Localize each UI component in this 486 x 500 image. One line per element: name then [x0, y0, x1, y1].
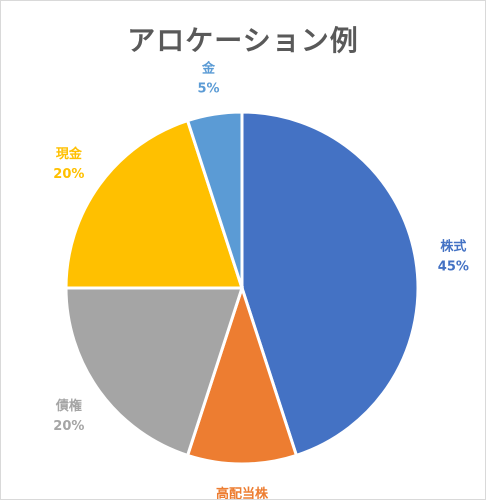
- slice-category-label: 株式: [440, 239, 466, 255]
- slice-label-1: 高配当株10%: [216, 486, 269, 499]
- slice-category-label: 高配当株: [216, 486, 269, 499]
- pie-slice-4: [185, 110, 244, 289]
- pie-slice-2: [64, 286, 245, 458]
- pie-slice-0: [240, 110, 420, 458]
- slice-category-label: 債権: [55, 398, 82, 414]
- slice-label-2: 債権 20%: [53, 398, 84, 434]
- pie-slice-3: [64, 118, 245, 290]
- slice-value-label: 5%: [197, 82, 219, 97]
- slice-category-label: 現金: [56, 146, 83, 162]
- slice-label-0: 株式 45%: [438, 239, 469, 275]
- slice-value-label: 45%: [438, 260, 469, 275]
- pie-slice-1: [185, 283, 299, 466]
- slice-label-3: 現金 20%: [53, 146, 84, 182]
- chart-title: アロケーション例: [127, 24, 359, 57]
- slice-value-label: 20%: [53, 419, 84, 434]
- slice-value-label: 20%: [53, 167, 84, 182]
- slice-label-4: 金 5%: [197, 61, 219, 97]
- slice-category-label: 金: [201, 61, 216, 77]
